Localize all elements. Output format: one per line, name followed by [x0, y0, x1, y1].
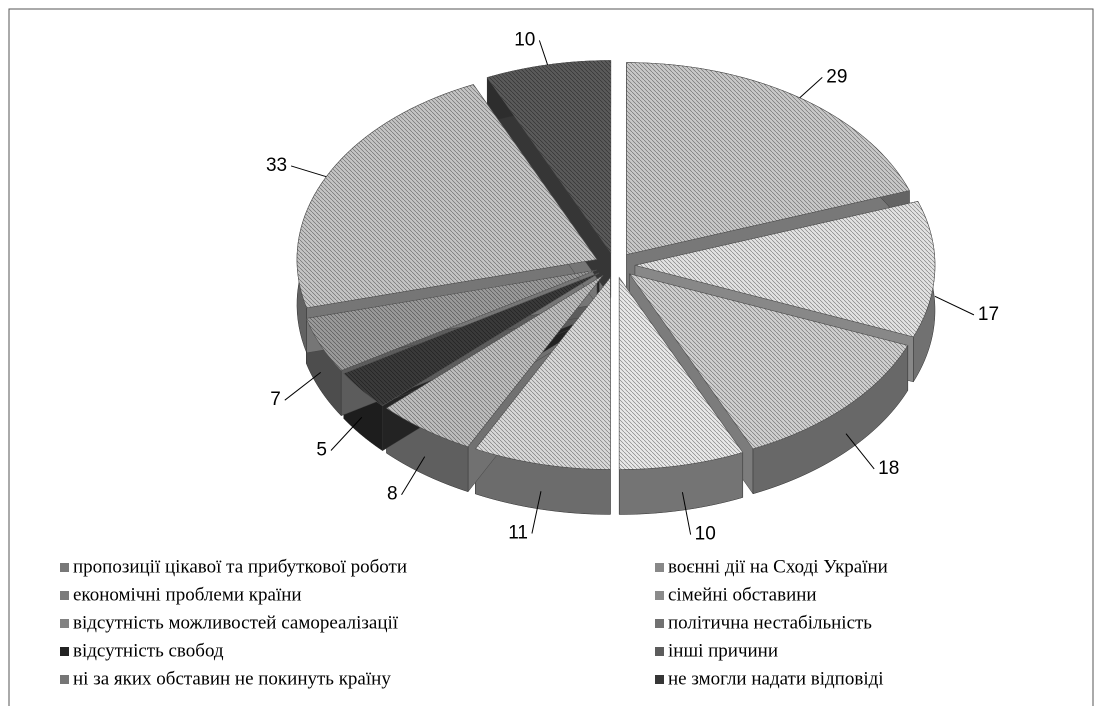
- legend-swatch: [60, 619, 69, 628]
- slice-texture: [634, 201, 935, 337]
- data-label: 10: [695, 524, 716, 545]
- leader-line: [401, 456, 426, 495]
- leader-line: [681, 492, 692, 535]
- legend-label: інші причини: [668, 640, 778, 661]
- slice-texture: [296, 84, 597, 308]
- legend-label: воєнні дії на Сході України: [668, 556, 888, 577]
- data-label: 33: [266, 155, 287, 176]
- legend-label: політична нестабільність: [668, 612, 872, 633]
- legend-label: пропозиції цікавої та прибуткової роботи: [73, 556, 407, 577]
- leader-line: [330, 416, 363, 451]
- legend-swatch: [60, 675, 69, 684]
- leader-line: [934, 295, 975, 316]
- legend-swatch: [60, 563, 69, 572]
- leader-line: [538, 40, 549, 65]
- pie: 29 17 18 10 11 8 5 7 33 10: [266, 29, 999, 544]
- legend-label: економічні проблеми країни: [73, 584, 302, 605]
- data-label: 29: [826, 66, 847, 87]
- data-label: 17: [978, 304, 999, 325]
- slice-texture: [629, 273, 908, 449]
- slice-texture: [487, 60, 611, 253]
- legend-label: не змогли надати відповіді: [668, 668, 884, 689]
- slice-texture: [386, 275, 604, 447]
- legend-label: ні за яких обставин не покинуть країну: [73, 668, 391, 689]
- data-label: 5: [316, 440, 327, 461]
- slice-texture: [475, 277, 611, 470]
- leader-line: [845, 433, 875, 470]
- legend-swatch: [655, 647, 664, 656]
- legend-swatch: [655, 563, 664, 572]
- legend-label: відсутність можливостей самореалізації: [73, 612, 399, 633]
- legend-swatch: [60, 591, 69, 600]
- leader-line: [284, 371, 321, 401]
- slice-texture: [306, 270, 597, 371]
- legend-label: сімейні обставини: [668, 584, 817, 605]
- leader-line: [531, 491, 542, 534]
- slice-texture: [619, 277, 743, 470]
- data-label: 18: [878, 458, 899, 479]
- slice-texture: [626, 62, 910, 255]
- data-label: 8: [387, 484, 398, 505]
- legend-swatch: [60, 647, 69, 656]
- legend-label: відсутність свобод: [73, 640, 224, 661]
- leader-line: [290, 165, 327, 178]
- chart-border: [8, 8, 1094, 706]
- legend: пропозиції цікавої та прибуткової роботи…: [60, 556, 888, 689]
- leader-line: [799, 77, 823, 99]
- legend-swatch: [655, 675, 664, 684]
- legend-swatch: [655, 591, 664, 600]
- data-label: 11: [508, 523, 528, 544]
- data-label: 10: [514, 29, 535, 50]
- slice-texture: [343, 272, 600, 406]
- legend-swatch: [655, 619, 664, 628]
- data-label: 7: [270, 389, 281, 410]
